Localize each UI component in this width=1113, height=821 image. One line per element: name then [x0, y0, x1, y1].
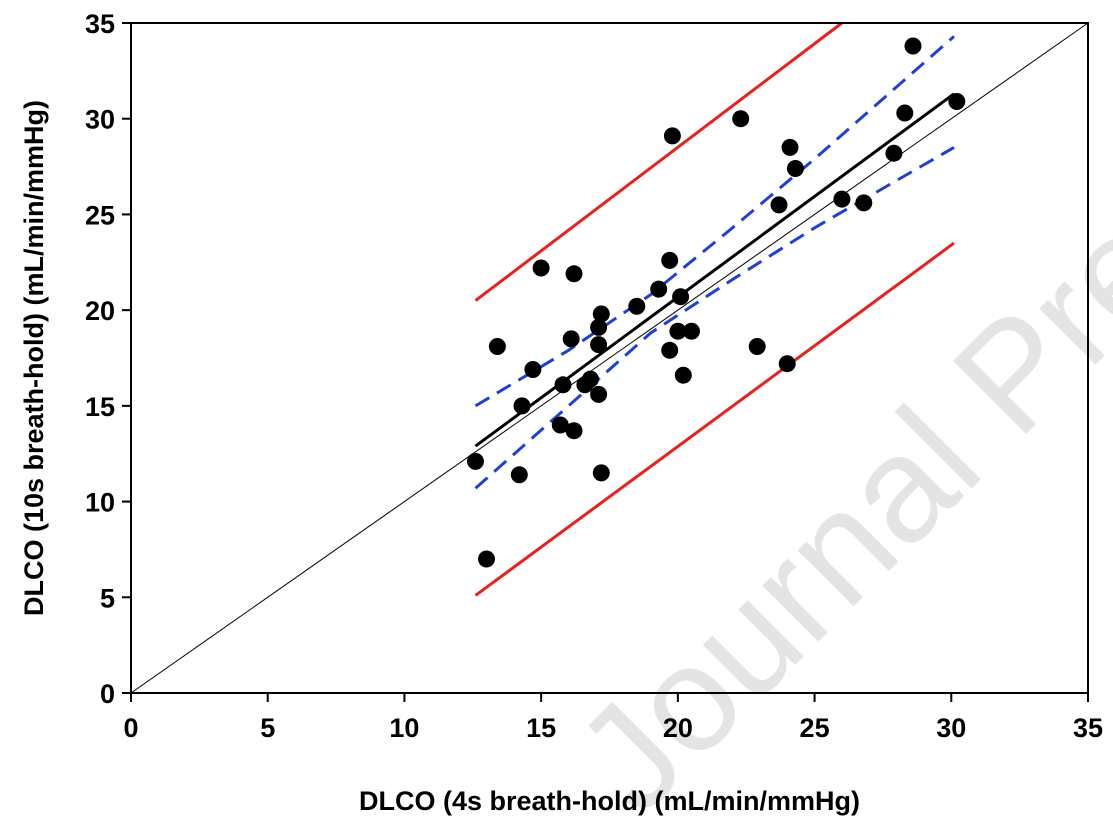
- data-point: [467, 452, 484, 470]
- x-tick-label: 10: [389, 713, 419, 743]
- data-point: [532, 259, 550, 277]
- data-point: [592, 305, 610, 323]
- identity-line: [130, 22, 1089, 694]
- data-point: [562, 330, 580, 348]
- y-axis-ticks: 0 5 10 15 20 25 30 35: [85, 9, 131, 709]
- data-point: [781, 138, 799, 156]
- data-point: [650, 280, 668, 298]
- data-point: [478, 550, 495, 568]
- data-point: [748, 338, 766, 355]
- confidence-lower-line: [474, 146, 955, 490]
- y-tick-label: 10: [85, 488, 115, 518]
- data-point: [590, 336, 608, 354]
- data-point: [590, 318, 608, 336]
- data-point: [948, 93, 966, 110]
- data-point: [551, 416, 569, 434]
- plot-frame: [130, 22, 1089, 694]
- x-tick-label: 15: [526, 713, 556, 743]
- data-point: [581, 370, 599, 388]
- y-tick-label: 15: [85, 392, 115, 422]
- data-point: [672, 288, 690, 306]
- prediction-upper-line: [474, 21, 843, 302]
- watermark-text: Journal Pre-proof: [544, 0, 1113, 821]
- data-point: [674, 366, 692, 384]
- y-tick-label: 5: [100, 583, 115, 613]
- data-point: [488, 338, 506, 355]
- data-point: [513, 397, 531, 415]
- data-point: [885, 144, 903, 162]
- data-point: [833, 190, 851, 208]
- x-tick-label: 5: [260, 713, 275, 743]
- data-points: [467, 37, 966, 568]
- data-point: [661, 341, 679, 359]
- y-tick-label: 25: [85, 200, 115, 230]
- x-axis-ticks: 0 5 10 15 20 25 30 35: [123, 693, 1103, 743]
- data-point: [732, 110, 750, 128]
- y-tick-label: 30: [85, 105, 115, 135]
- data-point: [683, 322, 700, 340]
- x-axis-title: DLCO (4s breath-hold) (mL/min/mmHg): [359, 786, 860, 816]
- x-tick-label: 25: [800, 713, 830, 743]
- y-tick-label: 35: [85, 9, 115, 39]
- data-point: [565, 422, 583, 440]
- y-tick-label: 0: [100, 679, 115, 709]
- x-tick-label: 20: [663, 713, 693, 743]
- data-point: [592, 464, 610, 482]
- data-point: [554, 376, 572, 394]
- x-tick-label: 30: [936, 713, 966, 743]
- data-point: [661, 251, 679, 269]
- data-point: [590, 385, 608, 403]
- confidence-upper-line: [474, 35, 955, 408]
- y-axis-title: DLCO (10s breath-hold) (mL/min/mmHg): [19, 100, 49, 616]
- data-point: [770, 196, 788, 214]
- data-point: [778, 355, 796, 373]
- data-point: [904, 37, 922, 55]
- data-point: [669, 322, 687, 340]
- watermark: Journal Pre-proof: [544, 0, 1113, 821]
- data-point: [565, 265, 583, 283]
- data-point: [786, 160, 804, 177]
- data-point: [628, 297, 646, 315]
- x-tick-label: 0: [123, 713, 138, 743]
- data-point: [510, 466, 528, 484]
- prediction-lower-line: [474, 241, 955, 597]
- data-point: [896, 104, 914, 122]
- data-point: [855, 194, 873, 212]
- x-tick-label: 35: [1073, 713, 1103, 743]
- data-point: [524, 361, 542, 378]
- data-point: [663, 127, 681, 145]
- y-tick-label: 20: [85, 296, 115, 326]
